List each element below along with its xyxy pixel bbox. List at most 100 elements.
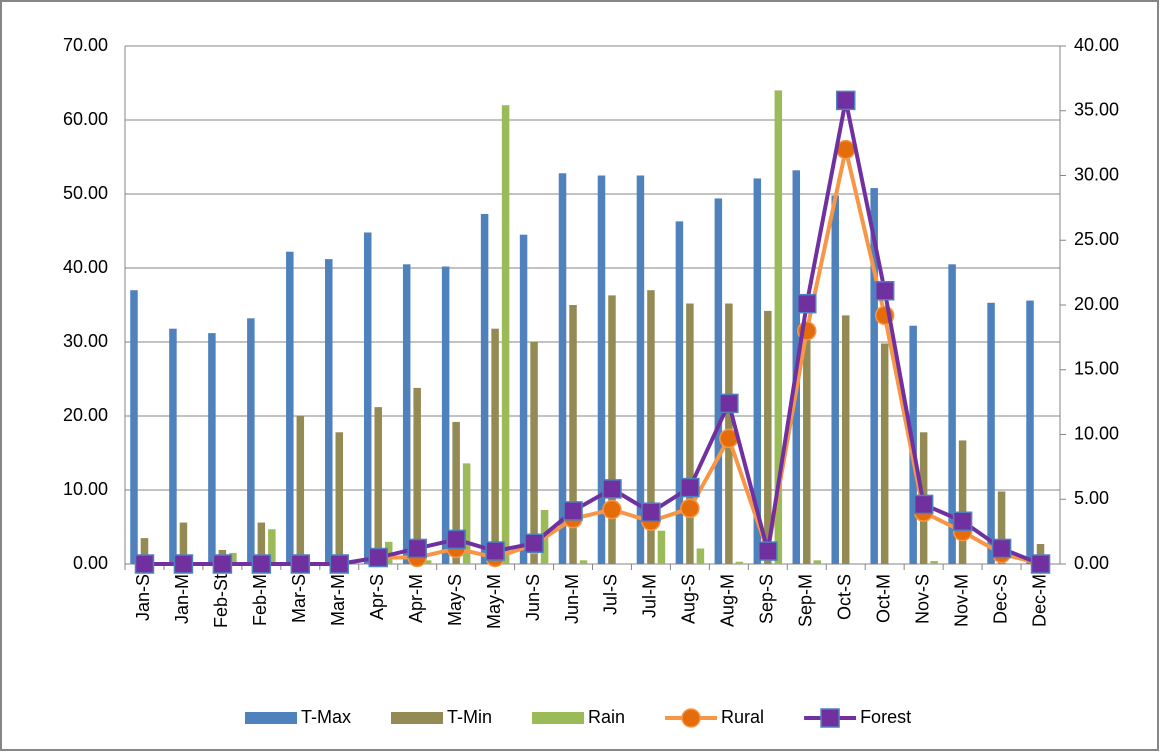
bar [696, 548, 705, 564]
bar [686, 303, 694, 564]
y-tick-label: 70.00 [63, 35, 108, 55]
x-tick-label: Jun-M [562, 574, 582, 624]
marker [758, 541, 778, 561]
y2-tick-label: 25.00 [1074, 229, 1119, 249]
legend-label: Rain [588, 707, 625, 727]
x-tick-label: Mar-S [289, 574, 309, 623]
bar [714, 198, 723, 564]
bar [870, 188, 878, 564]
bar [735, 561, 744, 564]
bar [657, 530, 666, 564]
x-tick-label: Jun-S [523, 574, 543, 621]
x-tick-label: Aug-M [718, 574, 738, 627]
marker [680, 477, 700, 498]
bar [948, 264, 956, 564]
bar [1026, 300, 1034, 564]
bar [764, 310, 772, 564]
legend-label: T-Max [301, 707, 351, 727]
bar [958, 440, 967, 564]
marker [952, 511, 973, 532]
legend-label: T-Min [447, 707, 492, 727]
bar [501, 105, 510, 564]
x-tick-label: Feb-St [211, 574, 231, 628]
marker [485, 541, 505, 561]
legend-label: Forest [860, 707, 911, 727]
bar [268, 529, 276, 564]
bar [208, 333, 216, 564]
x-tick-label: Sep-S [757, 574, 777, 624]
bar [423, 560, 432, 564]
bar [608, 295, 616, 564]
y2-tick-label: 10.00 [1074, 423, 1119, 443]
bar [491, 328, 499, 564]
bar [335, 432, 344, 564]
legend-marker [820, 708, 840, 728]
legend-label: Rural [721, 707, 764, 727]
marker [524, 533, 544, 554]
bar [1036, 544, 1045, 564]
y2-tick-label: 30.00 [1074, 164, 1119, 184]
bar [569, 305, 577, 564]
x-tick-label: Dec-S [990, 574, 1010, 624]
y-tick-label: 10.00 [63, 479, 108, 499]
bar [140, 538, 149, 564]
bar [519, 234, 528, 564]
bar [462, 463, 471, 564]
bar [130, 290, 138, 564]
x-tick-label: Apr-M [406, 574, 426, 623]
bar [384, 541, 393, 564]
x-tick-label: Jul-M [640, 574, 660, 618]
bar [325, 259, 333, 564]
bar [169, 328, 177, 564]
marker [251, 554, 272, 574]
legend-swatch [532, 712, 585, 724]
marker [212, 554, 233, 574]
marker [173, 554, 194, 574]
x-tick-label: Jan-M [172, 574, 192, 624]
bar [774, 90, 783, 565]
bar [363, 232, 372, 565]
y-tick-label: 40.00 [63, 257, 108, 277]
marker [719, 393, 739, 414]
marker [602, 499, 622, 520]
bar [597, 175, 606, 564]
y2-tick-label: 20.00 [1074, 294, 1119, 314]
marker [641, 502, 661, 522]
x-tick-label: Sep-M [796, 574, 816, 627]
x-tick-label: Oct-M [873, 574, 893, 623]
bar [675, 221, 684, 564]
bar [413, 387, 421, 564]
x-tick-label: Jan-S [133, 574, 153, 621]
y2-tick-label: 40.00 [1074, 35, 1119, 55]
x-tick-label: Nov-M [951, 574, 971, 627]
marker [1030, 554, 1051, 574]
bar [452, 421, 460, 564]
marker [602, 479, 622, 499]
marker [368, 547, 388, 568]
y-tick-label: 60.00 [63, 109, 108, 129]
bar [987, 302, 995, 564]
bar [558, 173, 567, 564]
marker [874, 281, 895, 301]
x-tick-label: Jul-S [601, 574, 621, 615]
bar [179, 522, 188, 564]
marker [913, 494, 934, 515]
bar [402, 264, 411, 564]
bar [880, 343, 889, 564]
legend-swatch [391, 712, 444, 724]
bar [286, 251, 294, 564]
y2-tick-label: 0.00 [1074, 553, 1109, 573]
legend-swatch [245, 712, 297, 724]
y2-tick-label: 15.00 [1074, 359, 1119, 379]
marker [446, 529, 466, 550]
bar [803, 334, 811, 564]
marker [563, 501, 583, 521]
y-tick-label: 30.00 [63, 331, 108, 351]
legend-marker [681, 708, 701, 728]
bar [831, 195, 839, 565]
bar [530, 342, 538, 564]
x-tick-label: Feb-M [250, 574, 270, 626]
